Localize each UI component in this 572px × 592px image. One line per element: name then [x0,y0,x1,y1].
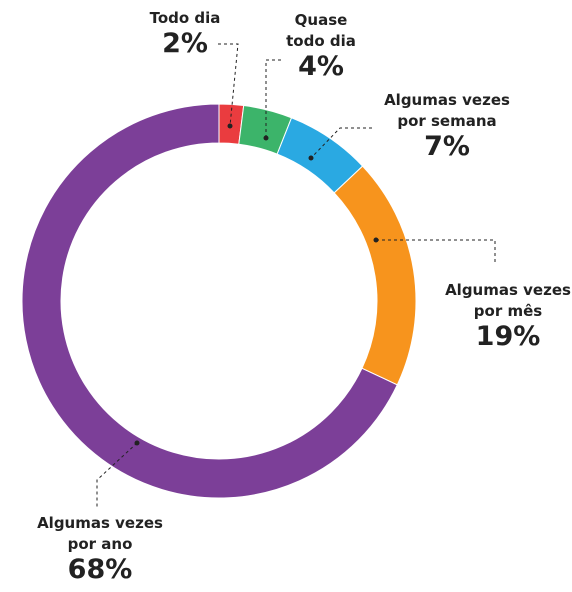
slice-label: Todo dia 2% [125,8,245,59]
leader-line [310,127,372,159]
leader-dot [134,440,140,446]
value-label: 68% [67,554,133,585]
category-label: Algumas vezes por ano [37,514,163,553]
category-label: Quase todo dia [286,11,356,50]
leader-dot [263,135,269,141]
category-label: Algumas vezes por mês [445,281,571,320]
slice [21,103,398,499]
leader-line [96,442,138,508]
leader-dot [227,123,233,129]
category-label: Todo dia [149,9,221,27]
leader-line [265,59,281,138]
slice-label: Quase todo dia 4% [276,10,366,82]
leader-dot [373,237,379,243]
slice [333,165,417,386]
value-label: 7% [424,131,470,162]
value-label: 19% [475,321,541,352]
leader-line [218,43,239,127]
slice-label: Algumas vezes por ano 68% [35,513,165,585]
category-label: Algumas vezes por semana [384,91,510,130]
value-label: 2% [162,28,208,59]
value-label: 4% [298,51,344,82]
slice-label: Algumas vezes por mês 19% [440,280,572,352]
leader-dot [308,155,314,161]
slice-label: Algumas vezes por semana 7% [372,90,522,162]
